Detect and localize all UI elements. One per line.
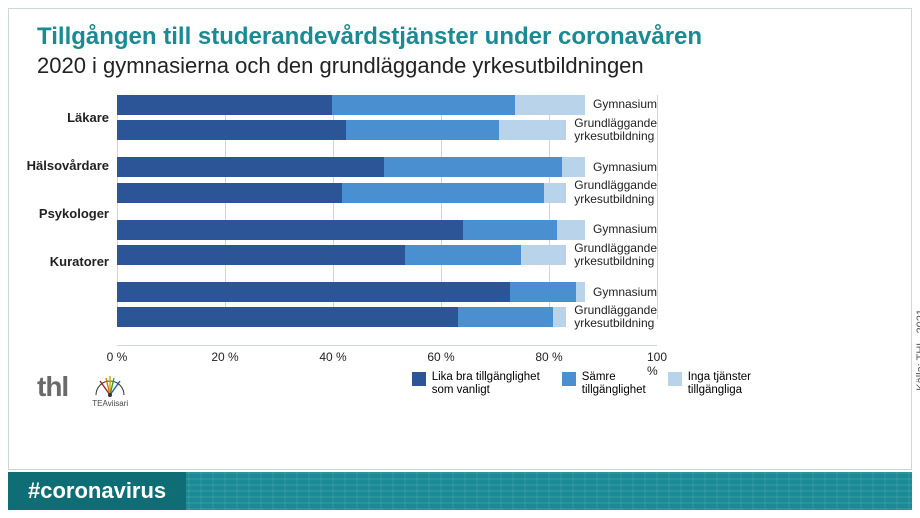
legend-swatch <box>668 372 682 386</box>
title-line1: Tillgången till studerandevårdstjänster … <box>37 23 883 51</box>
x-tick: 100 % <box>647 350 667 378</box>
y-axis-labels: LäkareHälsovårdarePsykologerKuratorer <box>17 95 117 365</box>
bar-row: Gymnasium <box>117 95 657 115</box>
bar-row: Grundläggandeyrkesutbildning <box>117 117 657 143</box>
bar-segment <box>117 307 458 327</box>
x-tick: 80 % <box>535 350 562 364</box>
stacked-bar <box>117 95 585 115</box>
bar-segment <box>499 120 566 140</box>
bar-segment <box>384 157 562 177</box>
bar-segment <box>576 282 585 302</box>
stacked-bar <box>117 120 566 140</box>
stacked-bar <box>117 183 566 203</box>
legend: Lika bra tillgänglighetsom vanligt Sämret… <box>412 371 751 397</box>
bar-segment <box>117 157 384 177</box>
bar-segment <box>463 220 557 240</box>
x-tick: 40 % <box>319 350 346 364</box>
group-label: Kuratorer <box>17 233 117 289</box>
legend-label: Sämretillgänglighet <box>582 371 646 397</box>
legend-item: Lika bra tillgänglighetsom vanligt <box>412 371 540 397</box>
bars-container: Gymnasium Grundläggandeyrkesutbildning Gym… <box>117 95 657 331</box>
stacked-bar <box>117 307 566 327</box>
row-label: Grundläggandeyrkesutbildning <box>574 117 657 143</box>
bar-segment <box>515 95 585 115</box>
bar-segment <box>510 282 576 302</box>
source-label: Källa: THL, 2021 <box>915 309 920 391</box>
row-label: Gymnasium <box>593 286 657 299</box>
legend-label: Lika bra tillgänglighetsom vanligt <box>432 371 540 397</box>
row-label: Grundläggandeyrkesutbildning <box>574 304 657 330</box>
bar-segment <box>544 183 566 203</box>
bar-row: Gymnasium <box>117 220 657 240</box>
plot-inner: Gymnasium Grundläggandeyrkesutbildning Gym… <box>117 95 657 365</box>
gridline <box>657 95 658 319</box>
x-axis: 0 %20 %40 %60 %80 %100 % <box>117 345 657 365</box>
stacked-bar <box>117 245 566 265</box>
plot-area: Gymnasium Grundläggandeyrkesutbildning Gym… <box>117 95 897 365</box>
bar-segment <box>557 220 585 240</box>
bar-segment <box>117 120 346 140</box>
bar-row: Grundläggandeyrkesutbildning <box>117 242 657 268</box>
gauge-icon <box>92 371 128 399</box>
bar-segment <box>458 307 552 327</box>
bar-segment <box>117 282 510 302</box>
bar-segment <box>342 183 544 203</box>
row-label: Gymnasium <box>593 98 657 111</box>
bar-segment <box>117 220 463 240</box>
stacked-bar <box>117 282 585 302</box>
bar-segment <box>117 183 342 203</box>
stacked-bar <box>117 157 585 177</box>
row-label: Gymnasium <box>593 161 657 174</box>
chart: LäkareHälsovårdarePsykologerKuratorer Gy… <box>9 85 911 365</box>
row-label: Grundläggandeyrkesutbildning <box>574 179 657 205</box>
legend-label: Inga tjänstertillgängliga <box>688 371 751 397</box>
bar-row: Gymnasium <box>117 282 657 302</box>
legend-item: Inga tjänstertillgängliga <box>668 371 751 397</box>
hashtag-text: #coronavirus <box>28 478 166 504</box>
thl-logo: thl <box>37 371 68 403</box>
bar-segment <box>117 95 332 115</box>
x-tick: 0 % <box>107 350 128 364</box>
bar-segment <box>521 245 566 265</box>
title-area: Tillgången till studerandevårdstjänster … <box>9 9 911 85</box>
footer-row: thl TEAviisari Lika bra tillgänglighetso… <box>9 365 911 408</box>
bar-segment <box>405 245 522 265</box>
legend-swatch <box>412 372 426 386</box>
chart-card: Tillgången till studerandevårdstjänster … <box>8 8 912 470</box>
bar-segment <box>562 157 585 177</box>
title-line2: 2020 i gymnasierna och den grundläggande… <box>37 53 883 79</box>
bar-segment <box>332 95 515 115</box>
bar-segment <box>117 245 405 265</box>
row-label: Gymnasium <box>593 223 657 236</box>
stacked-bar <box>117 220 585 240</box>
teaviisari-label: TEAviisari <box>92 399 128 408</box>
bar-segment <box>346 120 499 140</box>
teaviisari-logo: TEAviisari <box>92 371 128 408</box>
x-tick: 60 % <box>427 350 454 364</box>
legend-item: Sämretillgänglighet <box>562 371 646 397</box>
hashtag-bar: #coronavirus <box>8 472 912 510</box>
bar-segment <box>553 307 566 327</box>
hashtag-box: #coronavirus <box>8 472 186 510</box>
legend-swatch <box>562 372 576 386</box>
bar-row: Grundläggandeyrkesutbildning <box>117 179 657 205</box>
row-label: Grundläggandeyrkesutbildning <box>574 242 657 268</box>
bar-row: Grundläggandeyrkesutbildning <box>117 304 657 330</box>
x-tick: 20 % <box>211 350 238 364</box>
bar-row: Gymnasium <box>117 157 657 177</box>
